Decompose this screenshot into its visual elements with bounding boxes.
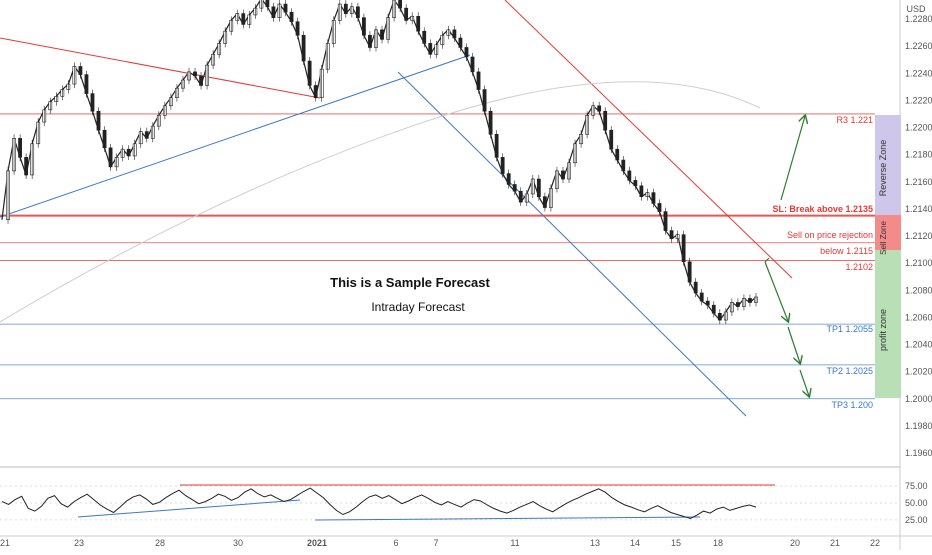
trendline-blue-down xyxy=(397,71,747,417)
stop-loss-label: SL: Break above 1.2135 xyxy=(772,204,873,214)
sell-zone-label: Sell Zone xyxy=(879,221,888,255)
tp3-label: TP3 1.200 xyxy=(831,400,873,410)
price-tick-label: 1.21400 xyxy=(905,204,932,214)
forecast-title: This is a Sample Forecast xyxy=(330,275,490,290)
trendlines xyxy=(0,0,793,417)
rsi-indicator: 75.00 50.00 25.00 xyxy=(0,481,928,525)
time-tick-label: 7 xyxy=(433,538,438,548)
time-tick-label: 11 xyxy=(510,538,519,548)
arrow-down-tp1 xyxy=(764,261,788,321)
price-tick-label: 1.21800 xyxy=(905,150,932,160)
price-tick-label: 1.20000 xyxy=(905,394,932,404)
reverse-zone-label: Reverse Zone xyxy=(878,140,888,197)
r3-label: R3 1.221 xyxy=(836,115,873,125)
currency-label: USD xyxy=(906,4,926,14)
price-tick-label: 1.22000 xyxy=(905,123,932,133)
time-tick-label: 30 xyxy=(233,538,243,548)
time-tick-label: 13 xyxy=(590,538,600,548)
price-series xyxy=(1,0,758,325)
time-tick-label: 14 xyxy=(630,538,640,548)
price-tick-label: 1.19800 xyxy=(905,421,932,431)
time-tick-label: 21 xyxy=(0,538,10,548)
tp2-label: TP2 1.2025 xyxy=(826,366,873,376)
level-1102-label: 1.2102 xyxy=(845,262,873,272)
price-tick-label: 1.21600 xyxy=(905,177,932,187)
trendline-blue-support xyxy=(0,54,471,218)
price-tick-label: 1.20200 xyxy=(905,367,932,377)
time-tick-label: 23 xyxy=(74,538,84,548)
price-tick-label: 1.21200 xyxy=(905,231,932,241)
rsi-line xyxy=(1,487,757,520)
price-tick-label: 1.22400 xyxy=(905,68,932,78)
price-tick-label: 1.19600 xyxy=(905,448,932,458)
price-tick-label: 1.20400 xyxy=(905,340,932,350)
rsi-support-line-1 xyxy=(77,499,301,518)
forecast-subtitle: Intraday Forecast xyxy=(371,300,465,314)
time-tick-label: 20 xyxy=(790,538,800,548)
profit-zone-label: profit zone xyxy=(878,309,888,351)
reverse-zone xyxy=(875,115,901,215)
forecast-arrows xyxy=(764,116,809,396)
price-tick-label: 1.21000 xyxy=(905,258,932,268)
price-tick-label: 1.22800 xyxy=(905,14,932,24)
rsi-tick-label: 25.00 xyxy=(905,515,928,525)
arrow-up-reverse xyxy=(780,116,805,201)
tp1-label: TP1 1.2055 xyxy=(826,324,873,334)
rsi-tick-label: 50.00 xyxy=(905,498,928,508)
arrow-joint xyxy=(764,257,770,263)
moving-average xyxy=(0,81,761,323)
time-axis[interactable]: 21 23 28 30 2021 6 7 11 13 14 15 18 20 21 22 xyxy=(0,538,880,548)
profit-zone xyxy=(875,250,901,398)
arrow-down-tp3 xyxy=(799,369,809,396)
price-tick-label: 1.22200 xyxy=(905,95,932,105)
time-tick-label: 28 xyxy=(155,538,165,548)
trendline-red-down xyxy=(504,0,793,279)
trendline-red-upper xyxy=(0,37,321,99)
sell-below-label: below 1.2115 xyxy=(820,246,873,256)
time-tick-label: 6 xyxy=(393,538,398,548)
time-tick-label: 15 xyxy=(671,538,681,548)
price-axis[interactable]: 1.22800 1.22600 1.22400 1.22200 1.22000 1.218… xyxy=(905,14,932,458)
arrow-down-tp2 xyxy=(787,326,800,363)
time-tick-label: 18 xyxy=(713,538,723,548)
time-tick-label: 2021 xyxy=(307,538,327,548)
sell-rejection-label: Sell on price rejection xyxy=(787,230,873,240)
price-tick-label: 1.22600 xyxy=(905,41,932,51)
price-pane[interactable] xyxy=(0,0,900,464)
rsi-support-line-2 xyxy=(314,516,701,521)
rsi-tick-label: 75.00 xyxy=(905,481,928,491)
time-tick-label: 22 xyxy=(870,538,880,548)
price-tick-label: 1.20800 xyxy=(905,285,932,295)
price-tick-label: 1.20600 xyxy=(905,312,932,322)
time-tick-label: 21 xyxy=(830,538,840,548)
